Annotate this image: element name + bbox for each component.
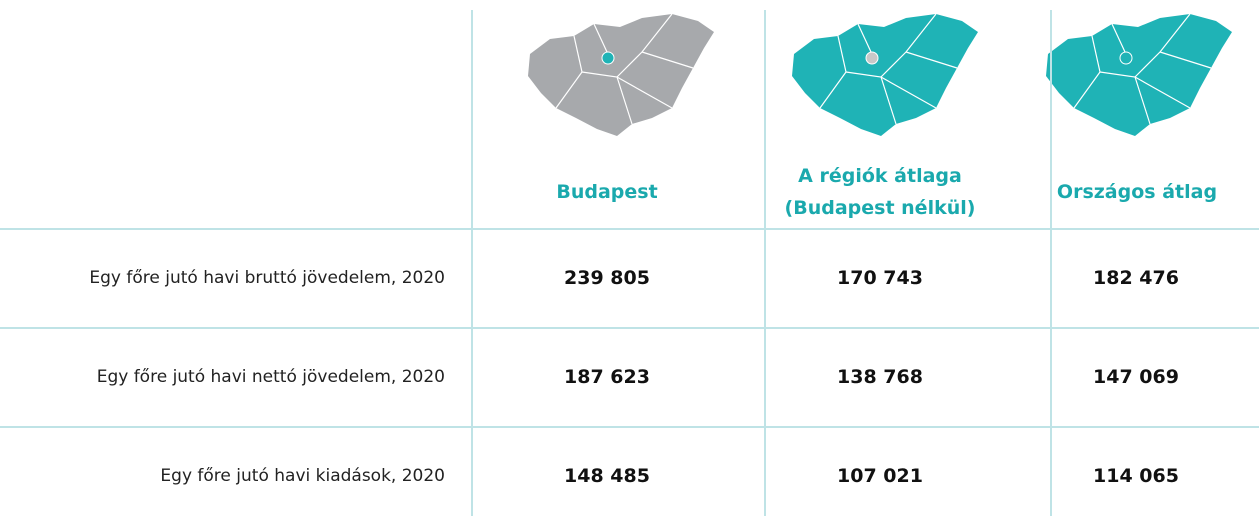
column-header: Országos átlag [1056,181,1218,203]
row-divider [0,228,1259,230]
column-divider [471,10,473,516]
cell-value: 182 476 [1093,267,1179,289]
column-header: Budapest [556,181,658,203]
row-divider [0,426,1259,428]
column-divider [764,10,766,516]
row-label: Egy főre jutó havi nettó jövedelem, 2020 [96,367,445,387]
cell-value: 187 623 [564,366,650,388]
row-divider [0,327,1259,329]
column-divider [1050,10,1052,516]
map-regions [792,13,978,136]
map-national [1046,13,1232,136]
cell-value: 138 768 [837,366,923,388]
row-label: Egy főre jutó havi bruttó jövedelem, 202… [89,268,445,288]
cell-value: 147 069 [1093,366,1179,388]
cell-value: 107 021 [837,465,923,487]
row-label: Egy főre jutó havi kiadások, 2020 [160,466,445,486]
map-budapest [528,13,714,136]
cell-value: 239 805 [564,267,650,289]
cell-value: 148 485 [564,465,650,487]
cell-value: 114 065 [1093,465,1179,487]
column-header: A régiók átlaga (Budapest nélkül) [784,165,976,219]
cell-value: 170 743 [837,267,923,289]
